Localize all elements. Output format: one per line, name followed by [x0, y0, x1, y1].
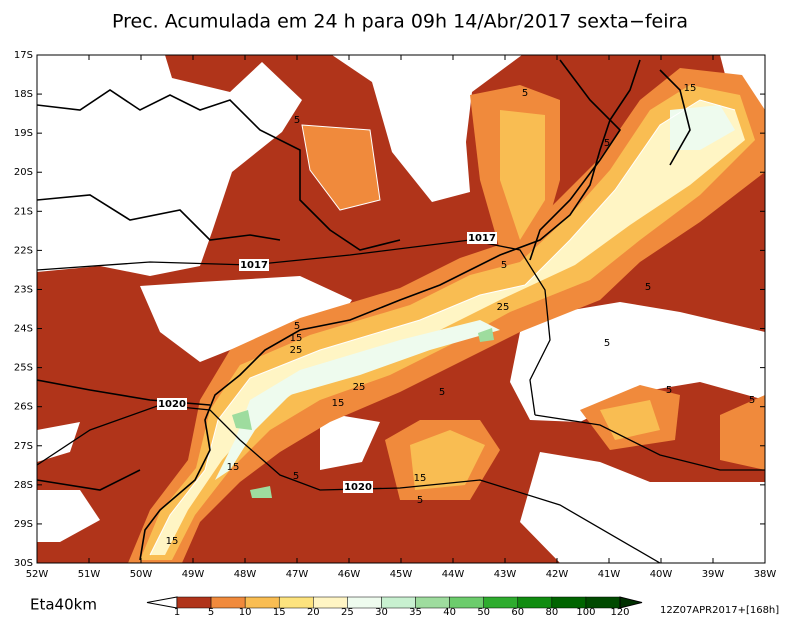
contour-label: 5 [522, 88, 528, 99]
isobar-label: 1020 [158, 399, 186, 410]
contour-label: 15 [166, 536, 179, 547]
contour-label: 5 [294, 321, 300, 332]
lon-label: 50W [130, 569, 153, 580]
lon-label: 47W [286, 569, 309, 580]
colorbar: 1 5 10 15 20 25 30 35 40 50 60 80 100 120 [146, 596, 643, 618]
lon-label: 45W [390, 569, 413, 580]
colorbar-label: 100 [576, 607, 595, 618]
lon-label: 44W [442, 569, 465, 580]
contour-label: 5 [604, 338, 610, 349]
lat-label: 20S [14, 167, 33, 178]
contour-label: 5 [293, 471, 299, 482]
isobar-label-bg [239, 259, 269, 271]
lat-label: 22S [14, 245, 33, 256]
colorbar-label: 60 [511, 607, 524, 618]
lon-label: 52W [26, 569, 49, 580]
isobar-label: 1020 [344, 482, 372, 493]
colorbar-label: 80 [545, 607, 558, 618]
contour-label: 25 [353, 382, 366, 393]
colorbar-label: 30 [375, 607, 388, 618]
lat-label: 17S [14, 50, 33, 61]
lat-label: 26S [14, 402, 33, 413]
colorbar-label: 10 [239, 607, 252, 618]
contour-label: 25 [497, 302, 510, 313]
lon-label: 48W [234, 569, 257, 580]
contour-label: 5 [417, 495, 423, 506]
map-fields [37, 55, 765, 563]
isobar-label: 1017 [468, 233, 496, 244]
isobar-label-bg [343, 481, 373, 493]
model-label: Eta40km [30, 596, 97, 614]
colorbar-label: 50 [477, 607, 490, 618]
lon-label: 39W [702, 569, 725, 580]
contour-label: 25 [290, 345, 303, 356]
lon-label: 43W [494, 569, 517, 580]
contour-label: 5 [501, 260, 507, 271]
contour-label: 5 [749, 395, 755, 406]
colorbar-label: 25 [341, 607, 354, 618]
colorbar-label: 5 [208, 607, 214, 618]
lon-label: 41W [598, 569, 621, 580]
contour-label: 5 [604, 138, 610, 149]
lat-label: 27S [14, 441, 33, 452]
colorbar-cell [176, 596, 212, 609]
run-label: 12Z07APR2017+[168h] [660, 605, 779, 616]
lat-label: 21S [14, 206, 33, 217]
contour-label: 15 [290, 333, 303, 344]
lon-label: 40W [650, 569, 673, 580]
lat-label: 19S [14, 128, 33, 139]
isobar-label: 1017 [240, 260, 268, 271]
colorbar-label: 40 [443, 607, 456, 618]
lat-label: 23S [14, 284, 33, 295]
colorbar-label: 35 [409, 607, 422, 618]
title: Prec. Acumulada em 24 h para 09h 14/Abr/… [112, 11, 688, 33]
lat-label: 28S [14, 480, 33, 491]
colorbar-arrow [619, 596, 643, 609]
lon-label: 51W [78, 569, 101, 580]
lon-label: 42W [546, 569, 569, 580]
contour-label: 15 [414, 473, 427, 484]
lat-label: 29S [14, 519, 33, 530]
lat-label: 25S [14, 363, 33, 374]
lon-label: 49W [182, 569, 205, 580]
colorbar-label: 15 [273, 607, 286, 618]
contour-label: 5 [294, 115, 300, 126]
contour-label: 5 [666, 385, 672, 396]
colorbar-label: 1 [174, 607, 180, 618]
isobar-label-bg [157, 398, 187, 410]
lon-label: 38W [754, 569, 777, 580]
contour-label: 15 [332, 398, 345, 409]
lat-label: 24S [14, 324, 33, 335]
lon-label: 46W [338, 569, 361, 580]
contour-label: 5 [645, 282, 651, 293]
contour-label: 15 [227, 462, 240, 473]
colorbar-arrow [146, 596, 178, 609]
colorbar-label: 120 [610, 607, 629, 618]
lat-label: 30S [14, 558, 33, 569]
contour-label: 15 [684, 83, 697, 94]
isobar-label-bg [467, 232, 497, 244]
colorbar-label: 20 [307, 607, 320, 618]
lat-label: 18S [14, 89, 33, 100]
contour-label: 5 [439, 387, 445, 398]
